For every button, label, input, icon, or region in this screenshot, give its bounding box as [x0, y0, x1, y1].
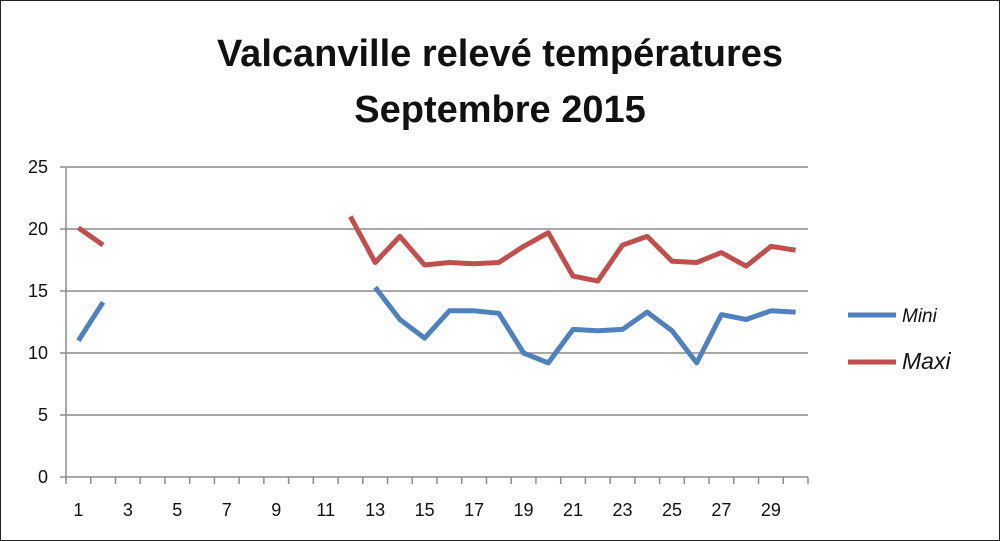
series-mini-line-segment-1 — [373, 285, 796, 366]
x-tick-label-13: 13 — [365, 500, 385, 520]
x-axis-ticks: 1 3 5 7 9 11 13 15 17 19 21 23 25 27 29 — [73, 500, 781, 520]
y-tick-label-15: 15 — [28, 281, 48, 301]
legend-label-maxi: Maxi — [902, 348, 951, 374]
y-tick-label-5: 5 — [38, 405, 48, 425]
chart-title-line-2: Septembre 2015 — [354, 89, 646, 131]
y-axis-ticks: 0 5 10 15 20 25 — [28, 157, 48, 487]
chart-title-line-1: Valcanville relevé températures — [216, 33, 784, 75]
y-tick-label-20: 20 — [28, 219, 48, 239]
x-tick-label-27: 27 — [711, 500, 731, 520]
x-tick-label-7: 7 — [222, 500, 232, 520]
chart-title: Valcanville relevé températures Septembr… — [0, 26, 1000, 138]
axes — [60, 166, 809, 484]
x-tick-label-19: 19 — [514, 500, 534, 520]
gridlines — [66, 166, 808, 416]
legend-label-mini: Mini — [902, 306, 938, 327]
x-tick-label-3: 3 — [123, 500, 133, 520]
x-tick-label-25: 25 — [662, 500, 682, 520]
x-tick-label-21: 21 — [563, 500, 583, 520]
x-tick-label-9: 9 — [271, 500, 281, 520]
legend: Mini Maxi — [848, 306, 951, 374]
x-tick-label-1: 1 — [73, 500, 83, 520]
x-tick-label-29: 29 — [761, 500, 781, 520]
x-tick-label-5: 5 — [172, 500, 182, 520]
y-tick-label-25: 25 — [28, 157, 48, 177]
series-maxi-line-segment-0 — [76, 225, 105, 248]
x-tick-label-23: 23 — [612, 500, 632, 520]
x-tick-label-11: 11 — [316, 500, 335, 520]
y-tick-label-0: 0 — [38, 467, 48, 487]
x-tick-label-17: 17 — [464, 500, 484, 520]
series-maxi-line-segment-1 — [348, 215, 796, 284]
x-tick-label-15: 15 — [415, 500, 435, 520]
series-mini-line-segment-0 — [76, 300, 106, 342]
series-lines — [76, 215, 796, 366]
y-tick-label-10: 10 — [28, 343, 48, 363]
